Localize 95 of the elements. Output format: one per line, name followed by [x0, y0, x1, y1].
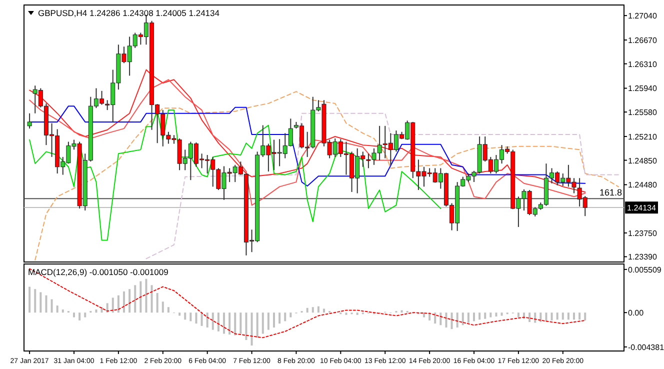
y-tick-label: 1.24480: [628, 180, 658, 190]
bar: [290, 312, 292, 318]
y-tick-label: 0.005509: [628, 265, 662, 274]
bar: [440, 312, 442, 326]
bar: [400, 310, 403, 313]
bar: [117, 295, 120, 313]
bar: [317, 306, 320, 313]
bar: [217, 312, 220, 332]
y-tick-label: 1.23390: [628, 252, 658, 262]
bar: [95, 309, 98, 313]
ref-line-label: 1.24134: [627, 204, 657, 213]
bar: [195, 312, 198, 324]
bar: [578, 312, 581, 320]
bar: [212, 312, 214, 330]
bar: [556, 312, 558, 320]
bar: [50, 299, 53, 313]
bar: [240, 312, 242, 334]
bar: [100, 307, 103, 313]
bar: [73, 312, 75, 318]
bar: [156, 293, 158, 313]
bar: [200, 312, 203, 326]
bar: [495, 312, 498, 317]
bar: [134, 285, 136, 313]
bar: [234, 312, 236, 336]
y-tick-label: 0.00: [628, 308, 644, 318]
bar: [434, 312, 436, 324]
bar: [228, 312, 231, 335]
bar: [484, 312, 486, 319]
candlestick: [27, 112, 32, 130]
y-tick-label: 1.25580: [628, 108, 658, 118]
line-series: [29, 268, 586, 338]
y-tick-label: 1.26310: [628, 60, 658, 69]
y-tick-label: 1.23750: [628, 228, 658, 238]
bar: [517, 312, 520, 318]
bar: [473, 312, 475, 322]
bar: [267, 312, 270, 330]
bar: [223, 312, 225, 334]
chart-title: GBPUSD,H4 1.24286 1.24308 1.24005 1.24134: [38, 8, 220, 18]
bar: [540, 312, 542, 322]
bar: [278, 312, 281, 324]
bar: [123, 291, 125, 313]
bar: [128, 289, 131, 313]
bar: [184, 312, 186, 320]
bar: [28, 286, 31, 313]
bar: [273, 312, 275, 328]
bar: [145, 278, 148, 313]
y-tick-label: 1.26670: [628, 36, 658, 46]
bar: [45, 295, 48, 313]
y-tick-label: 1.27040: [628, 12, 658, 21]
bar: [567, 312, 570, 320]
bar: [284, 312, 286, 322]
bar: [206, 312, 208, 328]
bar: [445, 312, 448, 328]
chart-title: MACD(12,26,9) -0.001050 -0.001009: [28, 267, 169, 277]
bar: [500, 312, 503, 316]
bar: [34, 289, 36, 313]
bar: [450, 312, 453, 330]
annotation: 161.8: [599, 188, 622, 198]
bar: [550, 312, 553, 320]
bar: [78, 312, 81, 320]
bar: [250, 312, 253, 346]
bar: [545, 312, 548, 322]
bar: [467, 312, 470, 323]
y-tick-label: 1.24850: [628, 156, 658, 166]
bar: [40, 292, 42, 313]
bar: [245, 312, 248, 340]
y-tick-label: -0.004381: [628, 342, 664, 352]
bar: [178, 312, 181, 316]
bar: [462, 312, 464, 326]
bar: [312, 307, 314, 313]
bar: [456, 312, 458, 328]
bar: [112, 298, 114, 313]
bar: [584, 312, 586, 320]
bar: [190, 312, 192, 322]
y-tick-label: 1.25210: [628, 132, 658, 142]
bar: [167, 307, 170, 313]
bar: [423, 312, 425, 318]
bar: [478, 312, 481, 320]
bar: [56, 306, 58, 313]
bar: [562, 312, 564, 320]
bar: [262, 312, 264, 334]
bar: [140, 281, 142, 313]
bar: [306, 308, 308, 313]
bar: [490, 312, 492, 318]
line-series: [29, 69, 586, 192]
bar: [162, 302, 164, 313]
y-tick-label: 1.25940: [628, 84, 658, 94]
bar: [84, 312, 86, 318]
bar: [528, 312, 531, 322]
bar: [150, 285, 153, 313]
bar: [573, 312, 575, 320]
bar: [256, 312, 258, 338]
bar: [62, 309, 64, 313]
bar: [323, 308, 325, 313]
line-series: [29, 79, 586, 206]
